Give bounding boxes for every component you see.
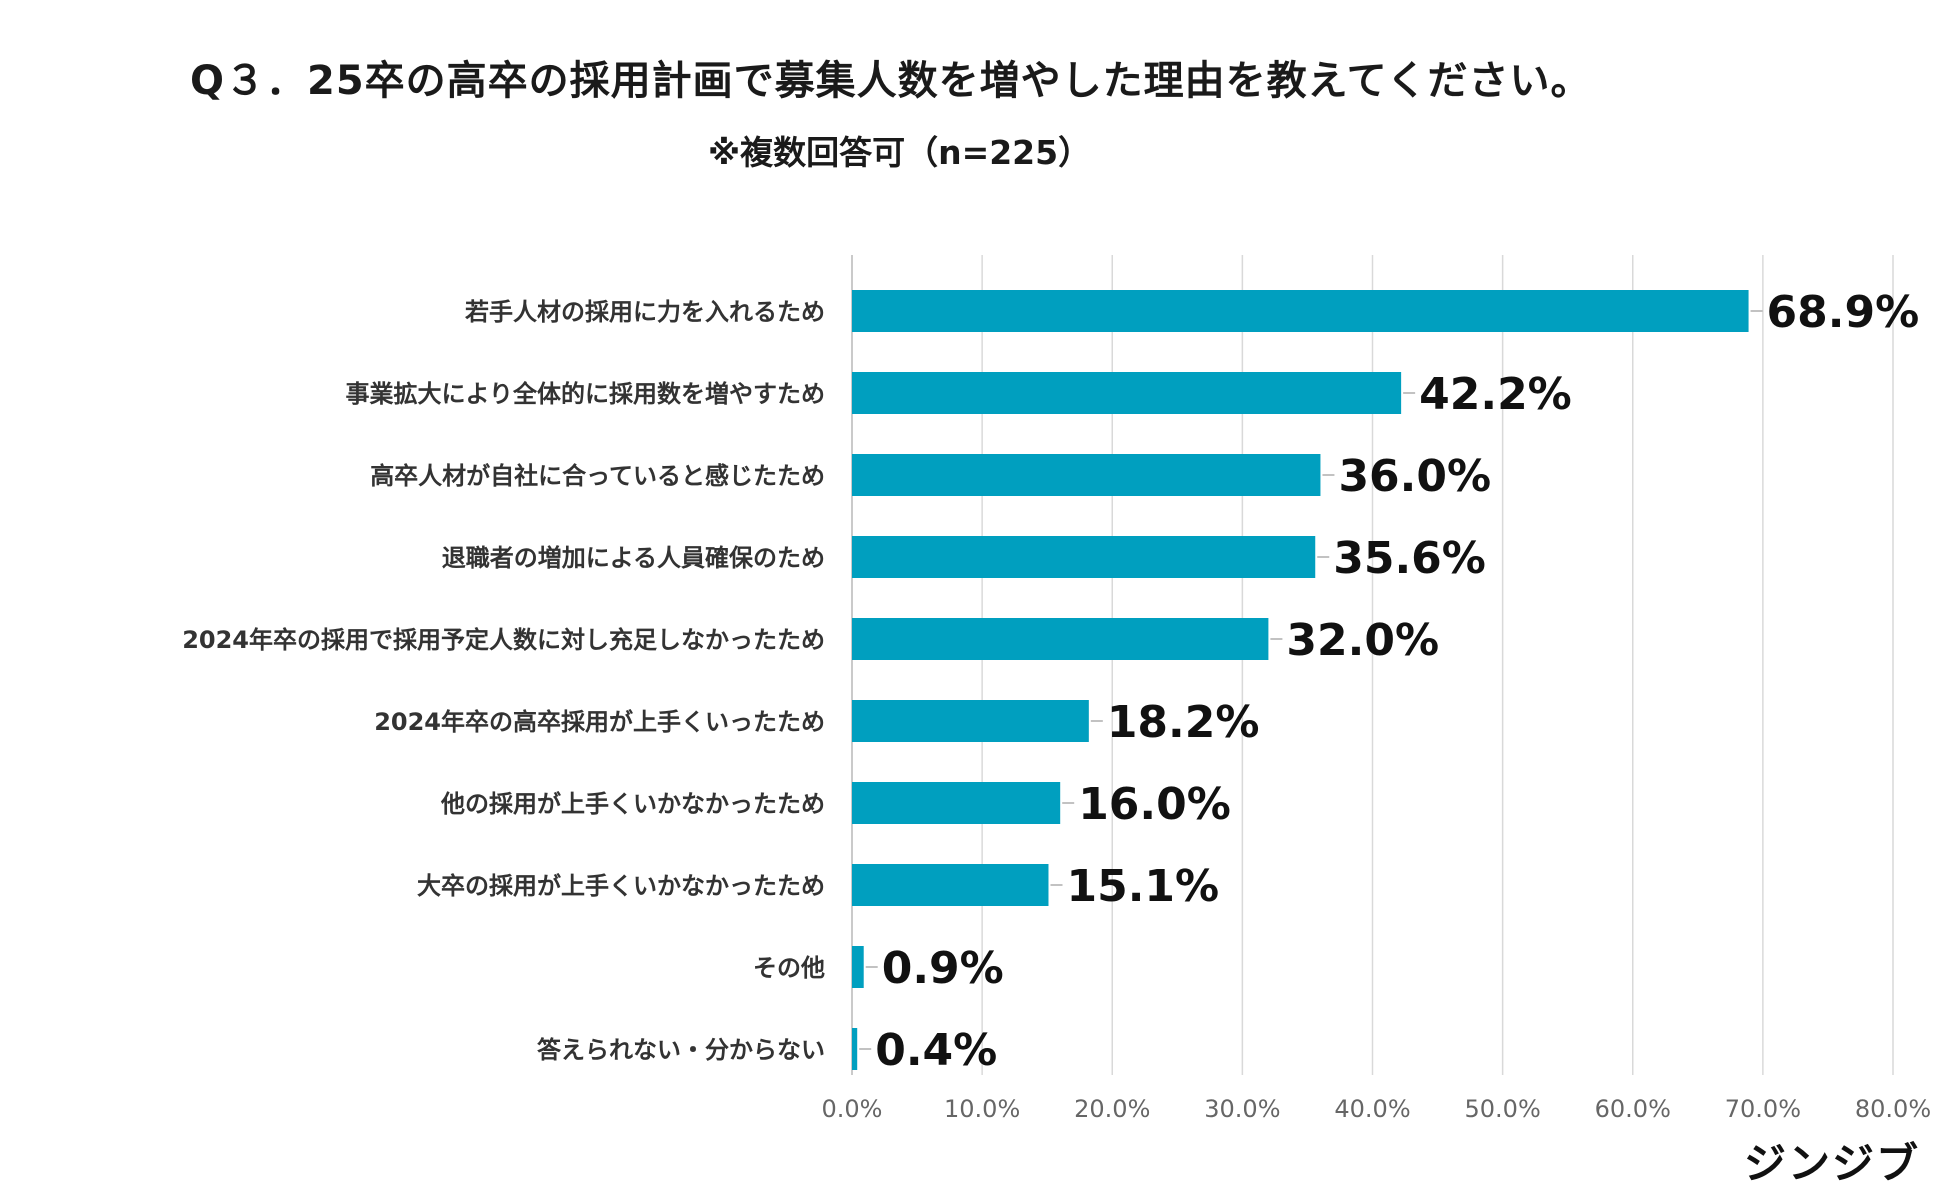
bar (852, 372, 1402, 414)
value-label: 18.2% (1107, 697, 1260, 748)
category-label: 大卒の採用が上手くいかなかったため (417, 872, 825, 900)
value-label: 36.0% (1338, 451, 1491, 502)
bar (852, 1028, 858, 1070)
x-tick-label: 80.0% (1855, 1095, 1931, 1123)
category-label: 事業拡大により全体的に採用数を増やすため (345, 380, 825, 408)
bar (852, 782, 1061, 824)
value-label: 35.6% (1333, 533, 1486, 584)
category-label: 高卒人材が自社に合っていると感じたため (370, 462, 825, 490)
bar (852, 946, 864, 988)
value-label: 42.2% (1419, 369, 1572, 420)
category-label: 2024年卒の高卒採用が上手くいったため (374, 708, 825, 736)
category-label: 答えられない・分からない (537, 1036, 825, 1064)
bar-chart: 0.0% 10.0% 20.0% 30.0% 40.0% 50.0% 60.0% 70.0% 8… (182, 255, 1932, 1123)
x-tick-label: 60.0% (1595, 1095, 1671, 1123)
chart-subtitle: ※複数回答可（n=225） (708, 133, 1092, 172)
value-labels: 68.9% 42.2% 36.0% 35.6% 32.0% 18.2% 16.0% 15.1%… (859, 287, 1919, 1076)
category-labels: 若手人材の採用に力を入れるため事業拡大により全体的に採用数を増やすため高卒人材が… (182, 298, 825, 1064)
category-label: その他 (753, 954, 825, 982)
x-tick-label: 10.0% (944, 1095, 1020, 1123)
x-tick-label: 40.0% (1334, 1095, 1410, 1123)
x-tick-label: 70.0% (1725, 1095, 1801, 1123)
value-label: 32.0% (1286, 615, 1439, 666)
x-tick-label: 20.0% (1074, 1095, 1150, 1123)
category-label: 2024年卒の採用で採用予定人数に対し充足しなかったため (182, 626, 825, 654)
bars (852, 290, 1749, 1070)
value-label: 0.4% (875, 1025, 997, 1076)
category-label: 他の採用が上手くいかなかったため (440, 790, 825, 818)
bar (852, 618, 1269, 660)
value-label: 0.9% (882, 943, 1004, 994)
value-label: 15.1% (1066, 861, 1219, 912)
bar (852, 454, 1321, 496)
chart-title: Q３．25卒の高卒の採用計画で募集人数を増やした理由を教えてください。 (190, 58, 1592, 104)
x-tick-label: 30.0% (1204, 1095, 1280, 1123)
x-tick-label: 0.0% (822, 1095, 883, 1123)
bar (852, 536, 1316, 578)
bar (852, 864, 1049, 906)
value-label: 68.9% (1767, 287, 1920, 338)
bar (852, 700, 1089, 742)
value-label: 16.0% (1078, 779, 1231, 830)
x-axis-ticks: 0.0% 10.0% 20.0% 30.0% 40.0% 50.0% 60.0% 70.0% 8… (822, 1095, 1932, 1123)
brand-logo: ジンジブ (1743, 1139, 1920, 1188)
x-tick-label: 50.0% (1465, 1095, 1541, 1123)
category-label: 若手人材の採用に力を入れるため (464, 298, 825, 326)
bar (852, 290, 1749, 332)
category-label: 退職者の増加による人員確保のため (442, 544, 825, 572)
